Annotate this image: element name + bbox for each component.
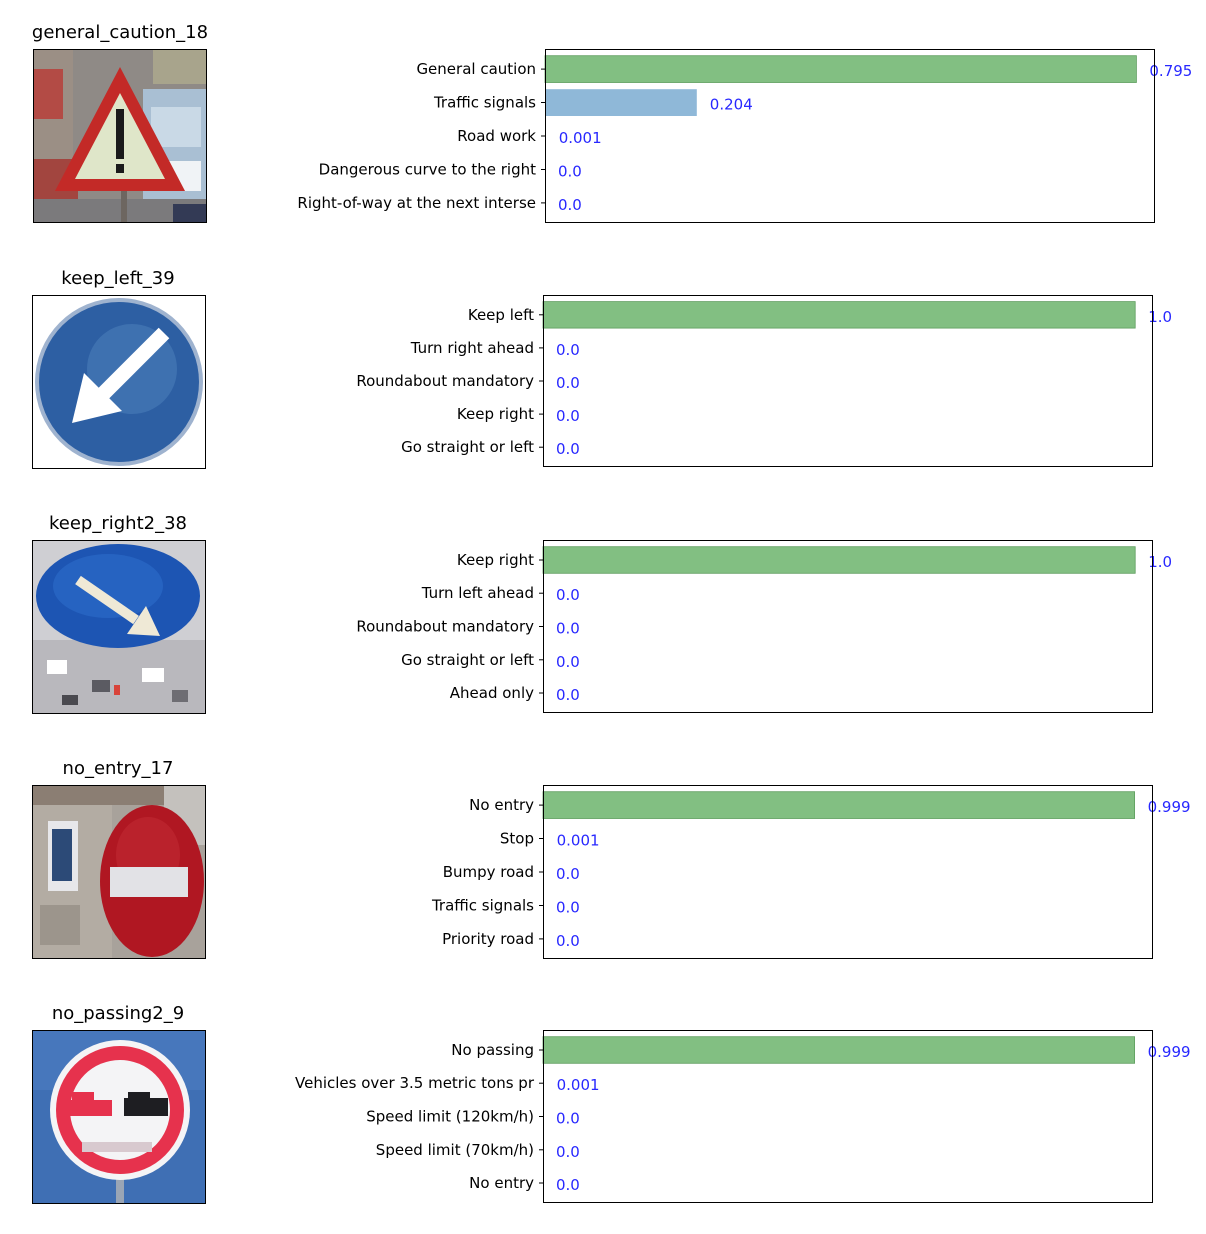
value-label-2-4: 0.0	[556, 686, 580, 704]
bar-chart-4: No passing 0.999 Vehicles over 3.5 metric …	[295, 1030, 1191, 1203]
value-label-0-2: 0.001	[559, 129, 602, 147]
axes-frame-4	[543, 1030, 1153, 1203]
bar-4-0	[542, 1036, 1135, 1064]
image-title-4: no_passing2_9	[52, 1003, 184, 1024]
bar-2-0	[542, 546, 1136, 574]
category-label-4-1: Vehicles over 3.5 metric tons pr	[295, 1074, 535, 1092]
value-label-0-4: 0.0	[558, 196, 582, 214]
category-label-1-1: Turn right ahead	[410, 339, 534, 357]
panel-row-4: no_passing2_9 No passing 0.999 Vehicles ov…	[32, 1003, 1191, 1204]
bar-0-1	[545, 89, 697, 116]
category-label-4-3: Speed limit (70km/h)	[376, 1141, 534, 1159]
category-label-1-4: Go straight or left	[401, 438, 534, 456]
category-label-4-2: Speed limit (120km/h)	[366, 1108, 534, 1126]
no-entry-sign-icon	[32, 785, 206, 959]
image-title-3: no_entry_17	[63, 758, 174, 779]
category-label-1-3: Keep right	[457, 405, 534, 423]
axes-frame-2	[543, 540, 1153, 713]
category-label-3-2: Bumpy road	[443, 863, 534, 881]
panel-row-1: keep_left_39 Keep left 1.0 Turn right ahea…	[32, 268, 1172, 469]
category-label-3-4: Priority road	[442, 930, 534, 948]
value-label-4-1: 0.001	[557, 1076, 600, 1094]
value-label-0-0: 0.795	[1149, 62, 1192, 80]
category-label-0-4: Right-of-way at the next interse	[297, 194, 536, 212]
panel-row-0: general_caution_18 General cau	[32, 22, 1192, 223]
panel-row-2: keep_right2_38 Keep right 1.0 Turn left ah…	[32, 513, 1172, 714]
value-label-3-3: 0.0	[556, 899, 580, 917]
value-label-4-4: 0.0	[556, 1176, 580, 1194]
value-label-3-4: 0.0	[556, 932, 580, 950]
image-title-1: keep_left_39	[61, 268, 174, 289]
value-label-4-2: 0.0	[556, 1110, 580, 1128]
value-label-1-4: 0.0	[556, 440, 580, 458]
axes-frame-0	[545, 49, 1155, 223]
category-label-1-2: Roundabout mandatory	[356, 372, 534, 390]
category-label-2-3: Go straight or left	[401, 651, 534, 669]
image-title-2: keep_right2_38	[49, 513, 187, 534]
category-label-3-3: Traffic signals	[431, 897, 534, 915]
value-label-3-1: 0.001	[557, 832, 600, 850]
value-label-1-2: 0.0	[556, 374, 580, 392]
panel-row-3: no_entry_17 No entry 0.999 Stop 0.001 Bumpy …	[32, 758, 1191, 959]
value-label-4-3: 0.0	[556, 1143, 580, 1161]
value-label-0-1: 0.204	[710, 96, 753, 114]
category-label-0-2: Road work	[457, 127, 536, 145]
value-label-2-1: 0.0	[556, 586, 580, 604]
category-label-2-0: Keep right	[457, 551, 534, 569]
value-label-1-3: 0.0	[556, 407, 580, 425]
category-label-0-0: General caution	[416, 60, 536, 78]
bar-3-0	[542, 791, 1135, 819]
no-passing-sign-icon	[32, 1030, 206, 1204]
category-label-3-1: Stop	[500, 830, 534, 848]
value-label-0-3: 0.0	[558, 163, 582, 181]
value-label-1-0: 1.0	[1148, 308, 1172, 326]
value-label-4-0: 0.999	[1148, 1043, 1191, 1061]
category-label-4-4: No entry	[469, 1174, 534, 1192]
warning-triangle-sign-icon	[33, 49, 207, 223]
bar-chart-3: No entry 0.999 Stop 0.001 Bumpy road 0.0 Traff…	[431, 785, 1191, 959]
bar-1-0	[542, 301, 1136, 329]
value-label-1-1: 0.0	[556, 341, 580, 359]
category-label-0-3: Dangerous curve to the right	[319, 161, 536, 179]
axes-frame-1	[543, 295, 1153, 467]
value-label-3-0: 0.999	[1148, 798, 1191, 816]
bar-chart-1: Keep left 1.0 Turn right ahead 0.0 Roundabou…	[356, 295, 1172, 467]
category-label-4-0: No passing	[451, 1041, 534, 1059]
keep-left-sign-icon	[32, 295, 206, 469]
bar-0-0	[544, 55, 1137, 83]
value-label-2-0: 1.0	[1148, 553, 1172, 571]
category-label-2-1: Turn left ahead	[421, 584, 534, 602]
category-label-3-0: No entry	[469, 796, 534, 814]
bar-chart-0: General caution 0.795 Traffic signals 0.204…	[297, 49, 1192, 223]
value-label-2-2: 0.0	[556, 620, 580, 638]
keep-right-sign-icon	[32, 540, 206, 714]
category-label-2-4: Ahead only	[450, 684, 534, 702]
category-label-1-0: Keep left	[468, 306, 534, 324]
bar-chart-2: Keep right 1.0 Turn left ahead 0.0 Roundabou…	[356, 540, 1172, 713]
category-label-0-1: Traffic signals	[433, 94, 536, 112]
axes-frame-3	[543, 785, 1153, 959]
value-label-3-2: 0.0	[556, 865, 580, 883]
category-label-2-2: Roundabout mandatory	[356, 618, 534, 636]
image-title-0: general_caution_18	[32, 22, 208, 43]
value-label-2-3: 0.0	[556, 653, 580, 671]
